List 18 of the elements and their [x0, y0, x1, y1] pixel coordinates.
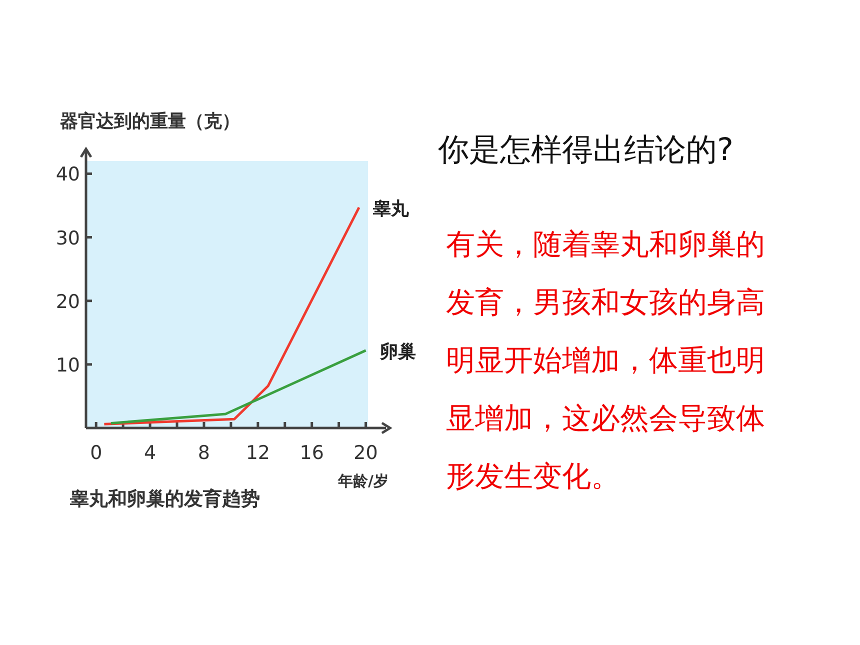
series-label: 睾丸 [372, 198, 410, 220]
line-series [102, 206, 360, 426]
series-label: 卵巢 [378, 341, 416, 362]
x-tick-label: 12 [246, 442, 270, 464]
text: 睾丸和卵巢的发育趋势 [69, 488, 260, 510]
x-tick-label: 16 [300, 442, 324, 464]
x-tick-label: 8 [198, 442, 210, 464]
y-tick-label: 10 [56, 354, 80, 376]
text: 有关，随着睾丸和卵巢的发育，男孩和女孩的身高明显开始增加，体重也明显增加，这必然会导致体形发生变化。 [446, 227, 765, 493]
x-tick-label: 4 [144, 442, 156, 464]
y-axis-title: 器官达到的重量（克） [60, 111, 240, 132]
y-tick-label: 20 [56, 290, 80, 313]
y-tick-label: 30 [56, 227, 80, 250]
x-axis-title: 年龄/岁 [337, 472, 388, 490]
x-tick-label: 0 [90, 442, 102, 464]
text: 你是怎样得出结论的? [437, 132, 734, 168]
y-tick-label: 40 [56, 164, 80, 186]
x-tick-label: 20 [354, 442, 378, 464]
